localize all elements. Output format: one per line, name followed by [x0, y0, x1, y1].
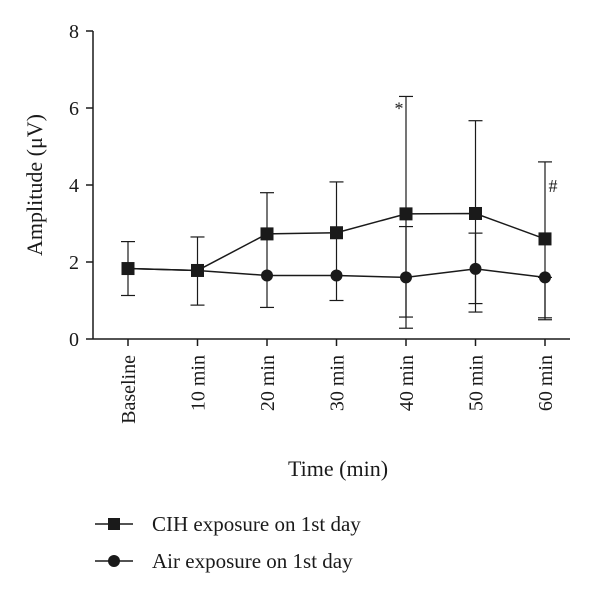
data-point-air — [261, 269, 273, 282]
data-point-air — [469, 262, 482, 275]
x-ticks: Baseline 10 min 20 min 30 min 40 min 50 min 60… — [118, 339, 557, 424]
data-point-cih — [538, 232, 552, 246]
axes — [92, 31, 570, 340]
y-ticks: 0 2 4 6 8 — [69, 21, 93, 351]
legend-square-marker — [108, 518, 120, 530]
y-tick-label: 2 — [69, 252, 79, 274]
y-tick-label: 0 — [69, 329, 79, 351]
legend-label-air: Air exposure on 1st day — [152, 549, 353, 573]
data-point-air — [400, 271, 412, 284]
series-markers — [121, 206, 552, 284]
x-tick-label: 30 min — [327, 355, 349, 411]
data-point-cih — [330, 226, 343, 240]
legend-item-air: Air exposure on 1st day — [95, 549, 353, 573]
significance-annotation: * — [395, 98, 404, 118]
x-tick-label: 50 min — [466, 355, 488, 411]
x-tick-label: 20 min — [257, 355, 279, 411]
legend-circle-marker — [108, 555, 120, 567]
data-point-cih — [191, 263, 204, 277]
data-point-air — [330, 269, 343, 282]
data-point-cih — [399, 207, 413, 221]
data-point-cih — [260, 227, 274, 241]
error-bars — [121, 95, 552, 329]
legend: CIH exposure on 1st day Air exposure on … — [95, 512, 361, 573]
y-tick-label: 8 — [69, 21, 79, 43]
x-axis-title: Time (min) — [288, 456, 388, 481]
data-point-cih — [469, 206, 482, 220]
x-tick-label: 60 min — [535, 355, 557, 411]
y-axis-title: Amplitude (μV) — [22, 114, 47, 256]
data-point-air — [539, 271, 551, 284]
x-tick-label: 40 min — [396, 355, 418, 411]
legend-label-cih: CIH exposure on 1st day — [152, 512, 361, 536]
significance-annotation: # — [549, 176, 558, 196]
y-tick-label: 4 — [69, 175, 79, 197]
data-point-cih — [121, 262, 135, 276]
annotations: *# — [395, 98, 558, 195]
x-tick-label: Baseline — [118, 355, 140, 424]
y-tick-label: 6 — [69, 98, 79, 120]
legend-item-cih: CIH exposure on 1st day — [95, 512, 361, 536]
x-tick-label: 10 min — [188, 355, 210, 411]
